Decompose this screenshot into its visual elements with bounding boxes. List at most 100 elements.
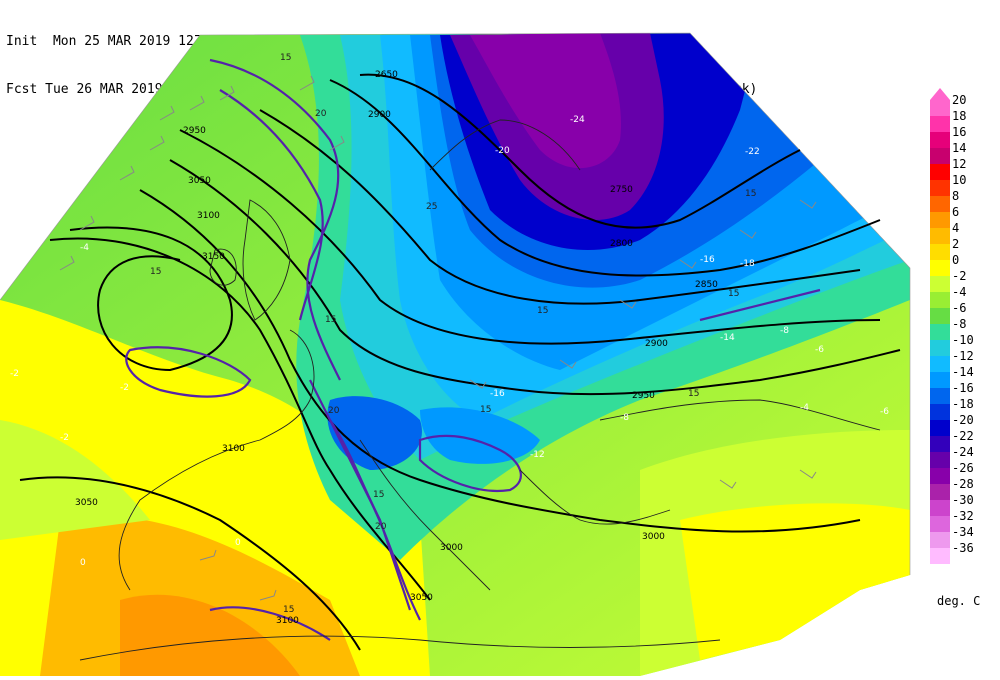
legend-label: 20 [952, 93, 967, 107]
legend-label: 8 [952, 189, 960, 203]
legend-swatch [930, 276, 950, 292]
legend-row: -8 [930, 317, 998, 340]
wind-barb [329, 135, 345, 151]
cold-blob-alps [327, 396, 422, 470]
legend-row: -34 [930, 525, 998, 548]
legend-row: 16 [930, 125, 998, 148]
legend-swatch [930, 436, 950, 452]
legend-swatch [930, 180, 950, 196]
legend-label: -28 [952, 477, 974, 491]
wind-label-25: 25 [426, 202, 437, 212]
legend-row: -10 [930, 333, 998, 356]
wind-labels: 15 20 15 15 20 25 15 15 15 20 15 15 15 1… [150, 53, 756, 615]
wind-barb [469, 379, 487, 389]
legend-row: -18 [930, 397, 998, 420]
wind-barb [739, 229, 757, 239]
wind-barb [299, 75, 315, 91]
legend-swatch [930, 532, 950, 548]
legend-label: -2 [952, 269, 967, 283]
wind-barb [199, 549, 217, 561]
legend-label: -16 [952, 381, 974, 395]
legend-swatch [930, 292, 950, 308]
height-labels: 2650 2750 2800 2850 2900 2900 2950 2950 … [75, 70, 718, 626]
temp-label-minus8-central: -8 [620, 413, 629, 423]
legend-swatch [930, 420, 950, 436]
temp-label-minus4: -4 [80, 243, 89, 253]
height-label-3050-south: 3050 [410, 593, 433, 603]
wind-label-15-ukraine: 15 [688, 389, 699, 399]
coastline-balkans [519, 469, 671, 525]
legend-label: 10 [952, 173, 967, 187]
wind-barb [59, 255, 75, 271]
temp-label-minus22: -22 [745, 147, 760, 157]
temp-label-minus20: -20 [495, 146, 510, 156]
coastline-italy [359, 439, 491, 591]
hot-core-africa [120, 594, 300, 676]
legend-label: 4 [952, 221, 960, 235]
temp-label-minus4-east: -4 [800, 403, 809, 413]
temp-label-minus16: -16 [490, 389, 505, 399]
domain-outline [0, 32, 911, 575]
legend-row: 20 [930, 93, 998, 116]
legend-label: 0 [952, 253, 960, 267]
temp-label-minus2-south: -2 [60, 433, 69, 443]
wind-label-20-france: 20 [328, 406, 340, 416]
temp-labels: -2 -2 -2 -4 -4 -6 -6 -8 -8 -12 -14 -16 -… [10, 115, 889, 568]
warm-core-turkey [680, 503, 910, 660]
legend-row: -16 [930, 381, 998, 404]
wind-label-20: 20 [315, 109, 327, 119]
legend-swatch [930, 196, 950, 212]
temp-label-minus18: -18 [740, 259, 755, 269]
height-contour-2800 [329, 79, 881, 277]
height-label-3000-east: 3000 [642, 532, 665, 542]
legend-row: 8 [930, 189, 998, 212]
height-label-2900: 2900 [368, 110, 391, 120]
wind-contour-15-africa [209, 606, 331, 641]
legend-label: -32 [952, 509, 974, 523]
height-label-2800: 2800 [610, 239, 633, 249]
legend-label: -34 [952, 525, 974, 539]
height-label-2650: 2650 [375, 70, 398, 80]
legend-swatch [930, 468, 950, 484]
legend-label: 2 [952, 237, 960, 251]
legend-label: 12 [952, 157, 967, 171]
wind-barb [679, 259, 697, 269]
legend-row: 14 [930, 141, 998, 164]
legend-row: -30 [930, 493, 998, 516]
coastlines [79, 119, 881, 661]
height-label-2750: 2750 [610, 185, 633, 195]
legend-row: -36 [930, 541, 998, 564]
legend-label: 6 [952, 205, 960, 219]
temp-label-minus12: -12 [530, 450, 545, 460]
legend-label: -26 [952, 461, 974, 475]
legend-swatch [930, 308, 950, 324]
legend-row: 4 [930, 221, 998, 244]
wind-barb [259, 589, 277, 601]
height-contour-3100 [69, 226, 233, 372]
coastline-black-sea [599, 399, 881, 431]
wind-barb [619, 299, 637, 309]
legend-label: 14 [952, 141, 967, 155]
wind-label-15-atlantic: 15 [150, 267, 161, 277]
legend-arrow-icon [930, 88, 950, 100]
height-contour-2850 [259, 109, 861, 305]
legend-swatch [930, 228, 950, 244]
legend-label: -6 [952, 301, 967, 315]
cold-core-inner [470, 33, 621, 169]
temp-label-minus2-west: -2 [10, 369, 19, 379]
legend-swatch [930, 484, 950, 500]
temp-label-minus8: -8 [780, 326, 789, 336]
cold-blob-central [420, 407, 540, 464]
legend-row: -6 [930, 301, 998, 324]
wind-contour-20-north [219, 89, 324, 321]
temp-label-minus16-east: -16 [700, 255, 715, 265]
wind-barb [799, 469, 817, 479]
coastline-north-africa [79, 635, 721, 661]
height-label-3000: 3000 [440, 543, 463, 553]
legend-swatch [930, 212, 950, 228]
wind-label-15-med: 15 [373, 490, 384, 500]
height-label-2900-east: 2900 [645, 339, 668, 349]
legend-row: -24 [930, 445, 998, 468]
legend-row: -14 [930, 365, 998, 388]
